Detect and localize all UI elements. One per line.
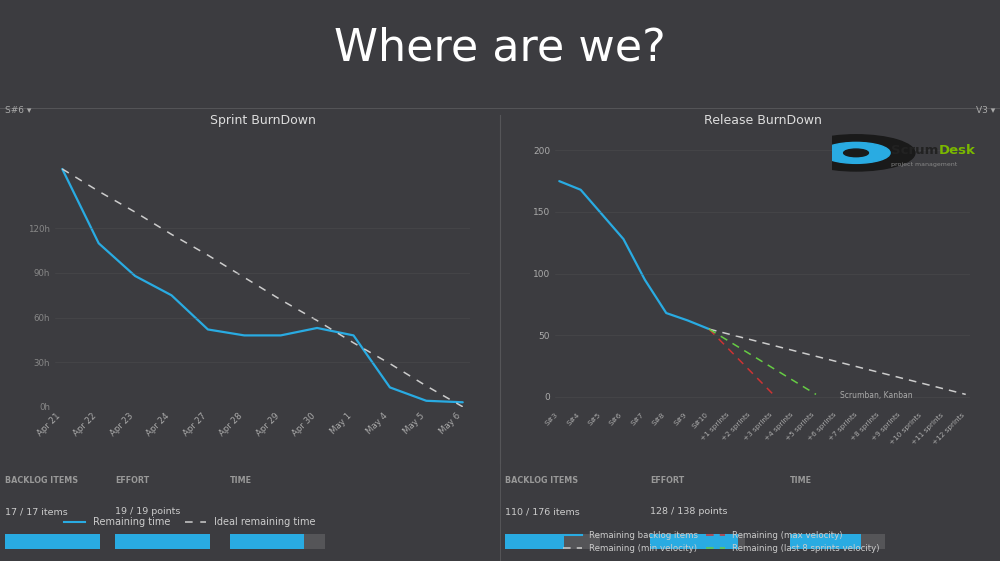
Text: 128 / 138 points: 128 / 138 points	[650, 507, 728, 517]
FancyBboxPatch shape	[230, 534, 304, 549]
FancyBboxPatch shape	[5, 534, 100, 549]
Circle shape	[797, 135, 915, 171]
Text: EFFORT: EFFORT	[650, 476, 684, 485]
Text: TIME: TIME	[790, 476, 812, 485]
Circle shape	[822, 142, 890, 163]
Text: EFFORT: EFFORT	[115, 476, 149, 485]
FancyBboxPatch shape	[115, 534, 210, 549]
FancyBboxPatch shape	[115, 534, 210, 549]
FancyBboxPatch shape	[650, 534, 745, 549]
FancyBboxPatch shape	[505, 534, 564, 549]
Text: BACKLOG ITEMS: BACKLOG ITEMS	[5, 476, 78, 485]
Text: project management: project management	[891, 162, 957, 167]
FancyBboxPatch shape	[5, 534, 100, 549]
FancyBboxPatch shape	[790, 534, 861, 549]
Text: V3 ▾: V3 ▾	[976, 107, 995, 116]
FancyBboxPatch shape	[505, 534, 600, 549]
Text: Scrumban, Kanban: Scrumban, Kanban	[840, 391, 913, 400]
Text: Scrum: Scrum	[891, 144, 938, 157]
Circle shape	[844, 149, 868, 157]
Text: Where are we?: Where are we?	[334, 27, 666, 70]
Title: Release BurnDown: Release BurnDown	[704, 113, 821, 126]
Text: TIME: TIME	[230, 476, 252, 485]
Text: BACKLOG ITEMS: BACKLOG ITEMS	[505, 476, 578, 485]
FancyBboxPatch shape	[790, 534, 885, 549]
Text: 17 / 17 items: 17 / 17 items	[5, 507, 68, 517]
Text: 19 / 19 points: 19 / 19 points	[115, 507, 180, 517]
FancyBboxPatch shape	[230, 534, 325, 549]
Text: 110 / 176 items: 110 / 176 items	[505, 507, 580, 517]
Title: Sprint BurnDown: Sprint BurnDown	[210, 113, 315, 126]
FancyBboxPatch shape	[650, 534, 738, 549]
Text: S#6 ▾: S#6 ▾	[5, 107, 31, 116]
Legend: Remaining backlog items, Remaining (min velocity), Remaining (max velocity), Rem: Remaining backlog items, Remaining (min …	[559, 527, 883, 557]
Legend: Remaining time, Ideal remaining time: Remaining time, Ideal remaining time	[60, 513, 319, 531]
Text: Desk: Desk	[939, 144, 976, 157]
